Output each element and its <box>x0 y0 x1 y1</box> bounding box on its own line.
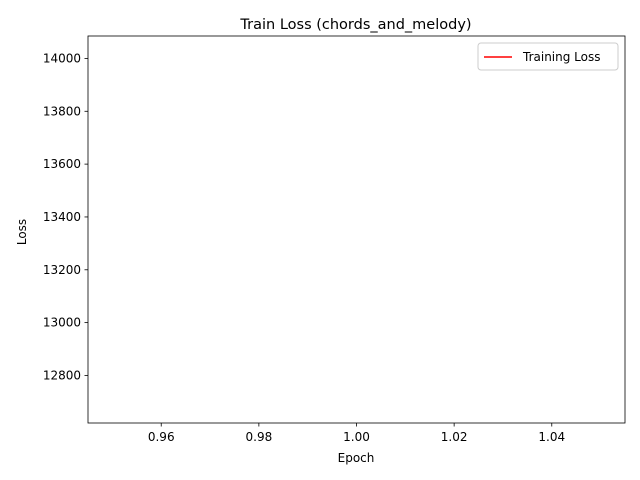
y-axis-label: Loss <box>15 219 29 245</box>
x-axis: 0.96 0.98 1.00 1.02 1.04 <box>148 423 565 444</box>
legend-label: Training Loss <box>522 50 600 64</box>
y-tick-label: 13600 <box>43 157 81 171</box>
y-tick-label: 13200 <box>43 263 81 277</box>
x-tick-label: 1.00 <box>343 430 370 444</box>
x-tick-label: 1.04 <box>538 430 565 444</box>
legend-box <box>477 42 619 71</box>
x-axis-label: Epoch <box>338 451 375 465</box>
y-tick-label: 14000 <box>43 51 81 65</box>
chart-title: Train Loss (chords_and_melody) <box>239 17 471 33</box>
x-tick-label: 0.96 <box>148 430 175 444</box>
y-tick-label: 12800 <box>43 368 81 382</box>
y-axis: 12800 13000 13200 13400 13600 13800 14000 <box>43 51 88 382</box>
y-tick-label: 13000 <box>43 316 81 330</box>
x-tick-label: 0.98 <box>246 430 273 444</box>
y-tick-label: 13400 <box>43 210 81 224</box>
legend: Training Loss <box>477 42 619 71</box>
y-tick-label: 13800 <box>43 104 81 118</box>
x-tick-label: 1.02 <box>441 430 468 444</box>
